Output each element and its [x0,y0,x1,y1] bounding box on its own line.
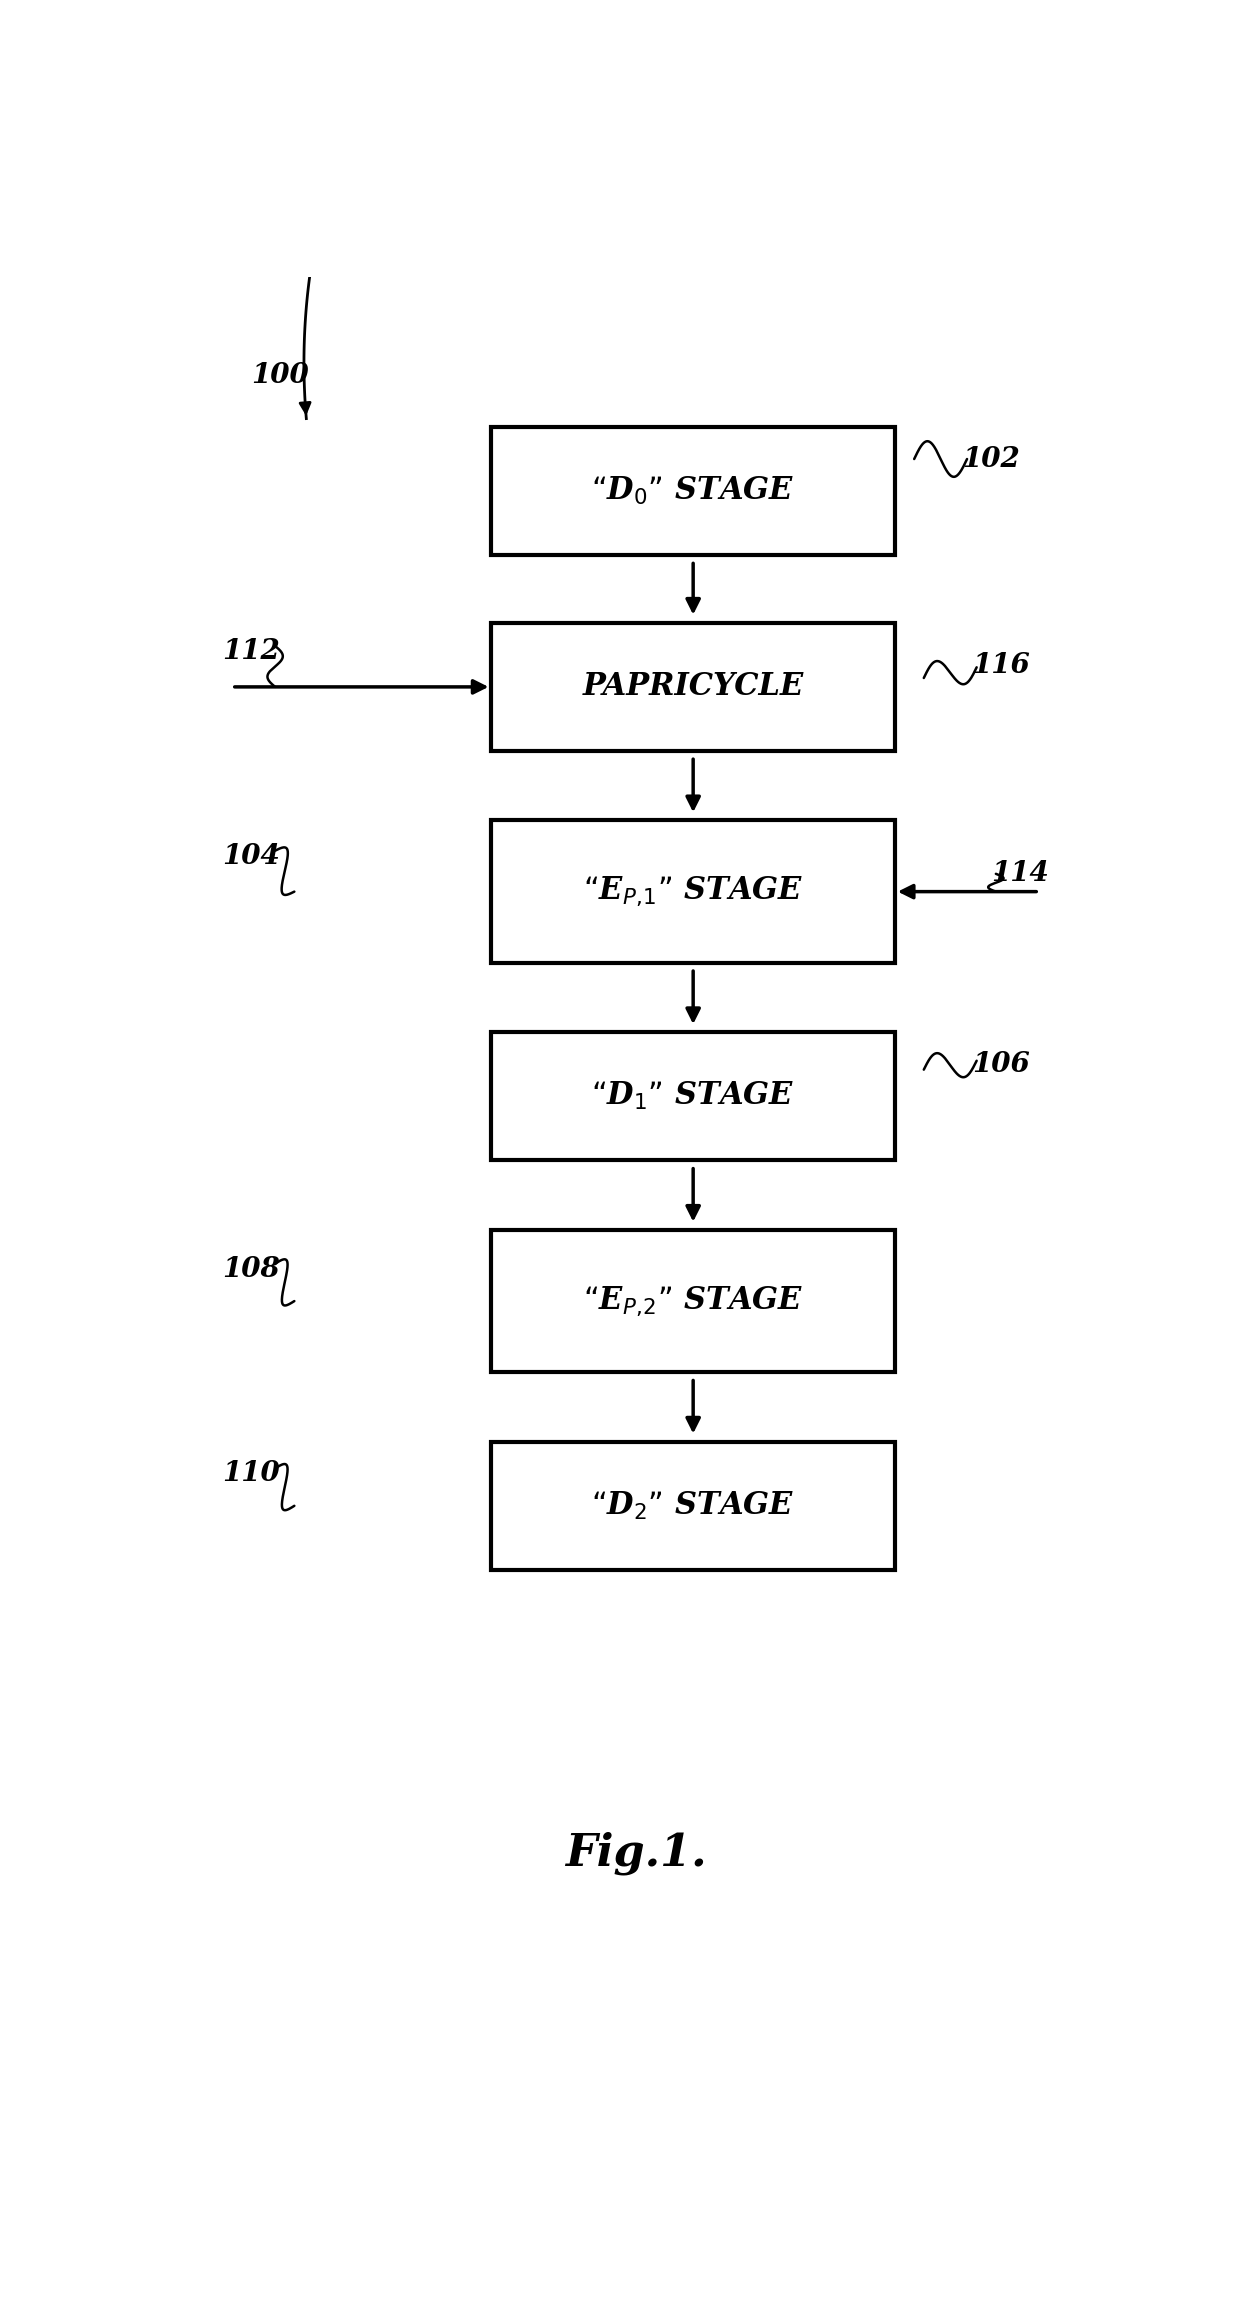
Bar [491,1443,895,1570]
Text: 110: 110 [222,1461,280,1487]
Text: “D$_{0}$” STAGE: “D$_{0}$” STAGE [591,474,795,506]
Bar [491,821,895,962]
Text: 116: 116 [972,652,1029,680]
Text: 108: 108 [222,1255,280,1283]
Text: 104: 104 [222,842,280,869]
Text: 114: 114 [991,860,1049,888]
Text: PAPRICYCLE: PAPRICYCLE [583,670,804,703]
Bar [491,1031,895,1161]
Text: 106: 106 [972,1052,1029,1077]
Text: “E$_{P,\!1}$” STAGE: “E$_{P,\!1}$” STAGE [583,874,804,909]
Text: “D$_{1}$” STAGE: “D$_{1}$” STAGE [591,1080,795,1112]
Text: Fig.1.: Fig.1. [564,1831,707,1875]
Text: 102: 102 [962,446,1021,472]
Text: 112: 112 [222,638,280,666]
Bar [491,428,895,555]
Text: “E$_{P,\!2}$” STAGE: “E$_{P,\!2}$” STAGE [583,1285,804,1318]
Text: “D$_{2}$” STAGE: “D$_{2}$” STAGE [591,1489,795,1521]
Bar [491,622,895,751]
Bar [491,1230,895,1373]
Text: 100: 100 [250,363,309,388]
